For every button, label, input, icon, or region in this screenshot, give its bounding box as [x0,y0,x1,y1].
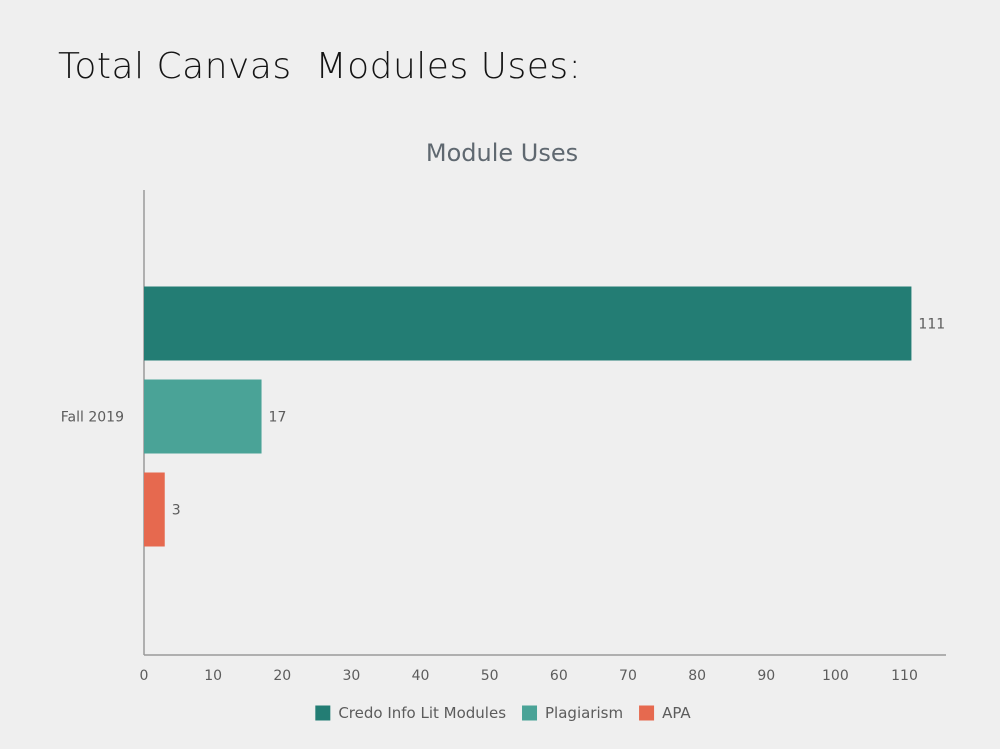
bar-plagiarism [144,379,262,454]
x-tick-label: 90 [757,668,775,684]
x-tick-label: 20 [273,668,291,684]
x-tick-label: 50 [481,668,499,684]
x-tick-label: 40 [412,668,430,684]
legend-swatch [315,705,331,721]
legend-swatch [522,705,538,721]
data-label: 3 [172,503,181,519]
bar-apa [144,472,165,547]
y-category-label: Fall 2019 [61,410,124,426]
legend-swatch [639,705,655,721]
x-tick-label: 60 [550,668,568,684]
x-tick-label: 0 [140,668,149,684]
slide-title: Total Canvas Modules Uses: [58,46,582,87]
x-tick-label: 10 [204,668,222,684]
data-label: 111 [918,317,945,333]
x-tick-label: 70 [619,668,637,684]
legend-label: Plagiarism [545,704,623,722]
chart-title: Module Uses [426,139,578,167]
x-tick-label: 100 [822,668,849,684]
legend-label: APA [662,704,691,722]
x-tick-label: 30 [342,668,360,684]
x-tick-label: 80 [688,668,706,684]
x-tick-label: 110 [891,668,918,684]
bar-credo-info-lit-modules [144,286,912,361]
data-label: 17 [269,410,287,426]
legend-label: Credo Info Lit Modules [338,704,506,722]
